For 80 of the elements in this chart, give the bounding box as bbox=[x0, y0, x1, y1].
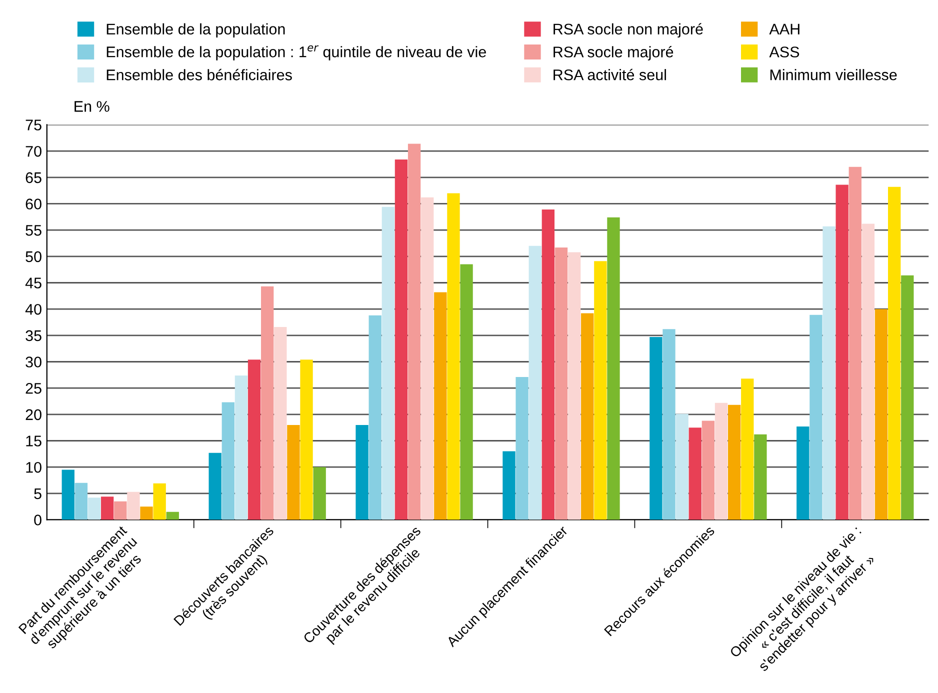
bar bbox=[528, 246, 542, 520]
bar bbox=[460, 264, 473, 520]
bar bbox=[74, 482, 88, 520]
bar bbox=[208, 452, 222, 520]
bar bbox=[140, 506, 153, 520]
bar bbox=[650, 336, 662, 520]
bar bbox=[421, 197, 434, 520]
y-tick-label: 45 bbox=[25, 278, 42, 288]
bar bbox=[810, 314, 822, 520]
bar bbox=[368, 315, 382, 520]
y-axis-title: En % bbox=[74, 101, 110, 112]
bar bbox=[848, 166, 862, 520]
bar bbox=[702, 420, 715, 520]
y-tick-label: 30 bbox=[26, 356, 42, 368]
legend-label: Ensemble de la population bbox=[106, 23, 285, 38]
legend-label: ASS bbox=[769, 46, 800, 58]
bar bbox=[248, 360, 261, 520]
bar bbox=[313, 467, 326, 520]
bar bbox=[901, 275, 914, 520]
y-tick-label: 70 bbox=[26, 146, 42, 157]
bar bbox=[836, 184, 848, 520]
legend-label: RSA socle majoré bbox=[554, 46, 674, 60]
bar bbox=[434, 292, 447, 520]
legend-label: Ensemble de la population : 1$^{er}$ quintile de niveau de vie bbox=[106, 45, 486, 60]
y-tick-label: 5 bbox=[34, 488, 42, 500]
bar bbox=[234, 375, 248, 520]
y-tick-label: 60 bbox=[26, 198, 42, 210]
bar bbox=[153, 483, 166, 520]
bar bbox=[676, 414, 688, 520]
bar bbox=[754, 434, 767, 520]
y-tick-label: 15 bbox=[26, 436, 42, 446]
bar bbox=[356, 424, 368, 520]
bar bbox=[688, 428, 702, 520]
bar bbox=[62, 470, 74, 520]
legend-label: AAH bbox=[769, 24, 800, 34]
bar bbox=[822, 226, 836, 520]
bar bbox=[862, 224, 875, 520]
bar bbox=[274, 326, 287, 520]
legend-label: RSA activité seul bbox=[554, 68, 666, 80]
bar bbox=[568, 252, 581, 520]
bar bbox=[888, 186, 901, 520]
y-tick-label: 0 bbox=[34, 514, 42, 526]
bar bbox=[166, 512, 179, 520]
y-tick-label: 25 bbox=[26, 382, 42, 394]
y-tick-label: 50 bbox=[26, 251, 42, 262]
bar bbox=[607, 217, 620, 520]
bar bbox=[594, 261, 607, 520]
bar bbox=[300, 360, 313, 520]
bar bbox=[874, 309, 888, 520]
bar bbox=[447, 193, 460, 520]
bar bbox=[516, 377, 528, 520]
bar bbox=[714, 402, 728, 520]
legend-label: RSA socle non majoré bbox=[554, 23, 703, 38]
bar bbox=[222, 402, 234, 520]
y-tick-label: 35 bbox=[26, 330, 42, 342]
bar bbox=[382, 206, 394, 520]
y-tick-label: 10 bbox=[26, 462, 42, 473]
bar bbox=[260, 286, 274, 520]
bar bbox=[502, 451, 516, 520]
legend-label: Ensemble des bénéficiaires bbox=[106, 68, 292, 80]
y-tick-label: 55 bbox=[26, 225, 42, 236]
bar bbox=[394, 160, 408, 520]
bar bbox=[728, 404, 741, 520]
bar bbox=[100, 496, 114, 520]
bar bbox=[408, 144, 421, 520]
bar bbox=[88, 498, 101, 520]
y-tick-label: 75 bbox=[26, 120, 42, 130]
bar bbox=[662, 329, 676, 520]
bar bbox=[542, 210, 555, 520]
bar bbox=[287, 424, 300, 520]
bar bbox=[554, 247, 568, 520]
y-tick-label: 40 bbox=[25, 304, 42, 315]
legend-label: Minimum vieillesse bbox=[770, 69, 897, 80]
y-tick-label: 65 bbox=[26, 172, 42, 184]
bar bbox=[581, 313, 594, 520]
bar bbox=[741, 378, 754, 520]
y-tick-label: 20 bbox=[26, 409, 42, 420]
bar bbox=[796, 426, 810, 520]
bar bbox=[127, 492, 140, 520]
bar bbox=[114, 501, 127, 520]
